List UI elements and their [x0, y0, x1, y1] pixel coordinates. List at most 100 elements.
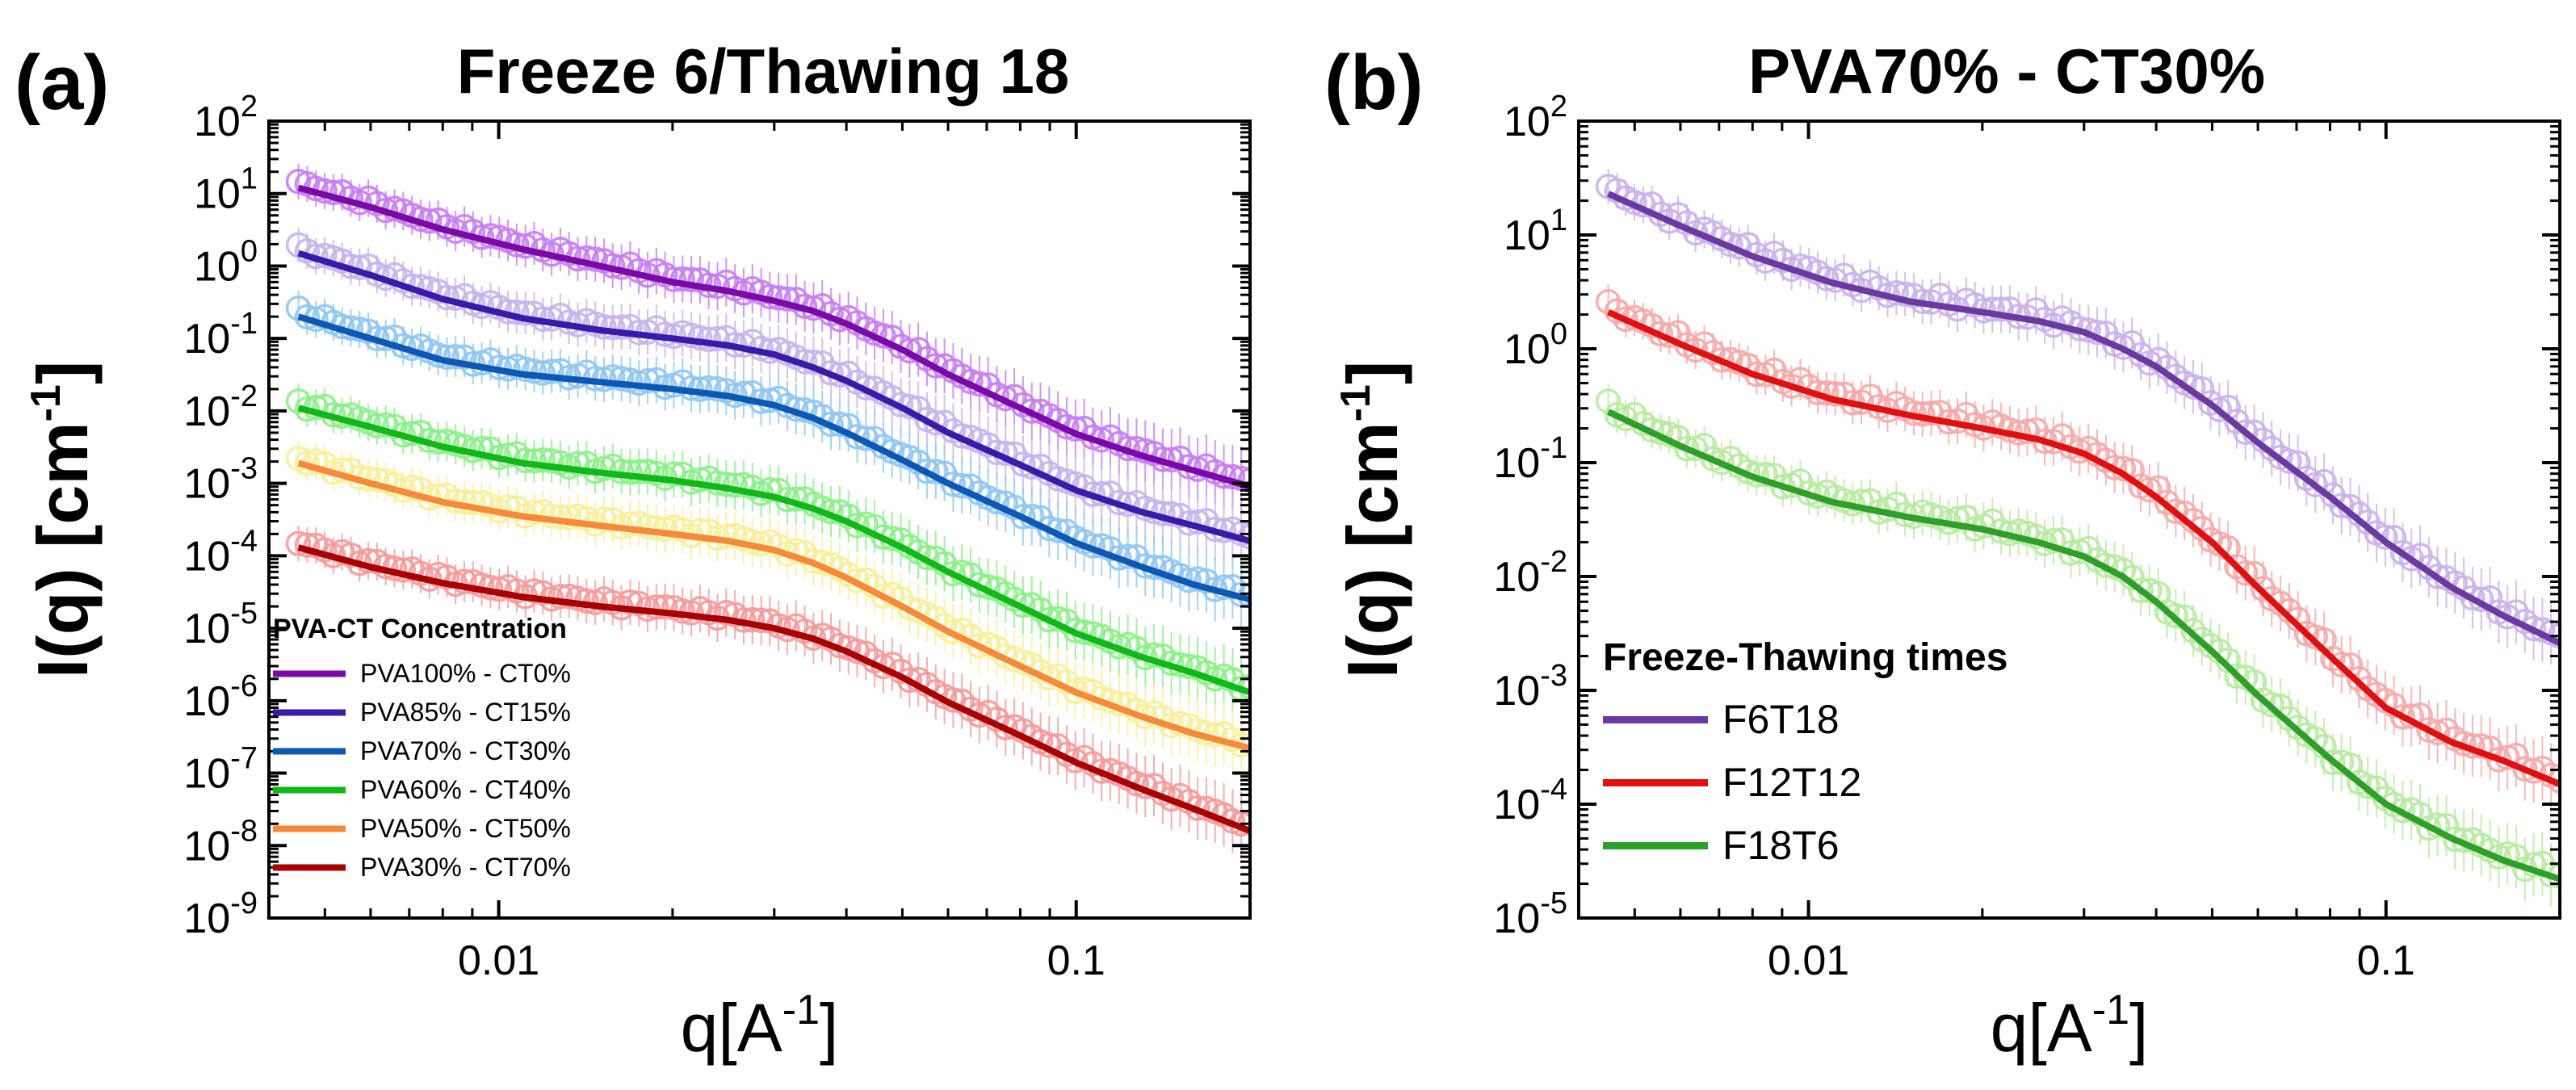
x-tick-label: 0.1	[2357, 937, 2415, 984]
series-6	[285, 526, 1250, 857]
plot-frame	[1577, 119, 2561, 920]
legend-item: F12T12	[1603, 760, 1861, 805]
legend-label: PVA50% - CT50%	[360, 814, 571, 843]
data-point	[2284, 715, 2311, 740]
data-point	[652, 593, 678, 620]
data-point	[844, 513, 871, 539]
data-point	[940, 471, 967, 497]
data-point	[871, 524, 896, 550]
data-point	[669, 461, 696, 488]
data-point	[2163, 602, 2189, 629]
panel-b-label: (b)	[1324, 40, 1424, 126]
data-point	[1674, 436, 1700, 462]
fit-line	[1606, 409, 2560, 882]
data-point	[2424, 564, 2451, 589]
data-point	[285, 388, 312, 414]
x-tick-label: 0.1	[1047, 937, 1105, 984]
y-tick-label: 10-9	[183, 887, 258, 942]
data-point	[713, 523, 740, 549]
data-point	[434, 564, 460, 590]
data-point	[2259, 691, 2284, 718]
legend-item: PVA100% - CT0%	[273, 659, 571, 688]
fit-line	[297, 184, 1250, 490]
data-point	[678, 266, 704, 293]
data-point	[1194, 568, 1219, 594]
y-tick-label: 10-2	[183, 379, 258, 435]
panel-a-title: Freeze 6/Thawing 18	[457, 36, 1070, 107]
data-point	[1036, 607, 1063, 633]
y-tick-label: 100	[1504, 317, 1567, 373]
legend-label: PVA100% - CT0%	[360, 659, 571, 688]
legend-item: F6T18	[1603, 697, 1840, 742]
fit-line	[297, 405, 1250, 696]
series-2	[1595, 283, 2560, 813]
data-point	[294, 396, 321, 422]
panel-b-ylabel: I(q) [cm-1]	[1332, 361, 1412, 678]
legend-title: Freeze-Thawing times	[1603, 636, 2008, 679]
plot-frame	[267, 119, 1252, 920]
panel-a: (a) Freeze 6/Thawing 18 q[A-1] I(q) [cm-…	[15, 36, 1252, 1066]
data-point	[713, 325, 740, 351]
y-tick-label: 10-1	[183, 307, 258, 363]
legend-item: PVA50% - CT50%	[273, 814, 571, 843]
data-point	[617, 511, 644, 537]
series-4	[285, 383, 1250, 721]
y-tick-label: 10-3	[183, 452, 258, 508]
panel-a-label: (a)	[15, 40, 109, 126]
data-point	[635, 459, 661, 484]
y-tick-label: 101	[1504, 203, 1567, 259]
data-point	[338, 542, 364, 568]
legend-title: PVA-CT Concentration	[273, 614, 567, 644]
ticks	[267, 119, 1252, 920]
data-point	[1613, 306, 1638, 333]
legend-item: PVA60% - CT40%	[273, 775, 571, 804]
x-tick-label: 0.01	[1768, 937, 1849, 984]
data-point	[548, 584, 573, 610]
legend-label: PVA85% - CT15%	[360, 698, 571, 727]
data-point	[381, 413, 408, 439]
data-point	[573, 451, 600, 476]
y-tick-label: 100	[194, 234, 258, 290]
fit-line	[297, 249, 1250, 544]
x-tick-label: 0.01	[458, 937, 539, 984]
panel-b-plot: 102 101 100 10-1 10-2 10-3 10-4 10-5 0.01 0.1	[1493, 90, 2561, 984]
fit-line	[297, 544, 1250, 834]
y-tick-label: 10-8	[183, 814, 258, 870]
data-point	[2224, 663, 2250, 689]
data-point	[2442, 826, 2469, 853]
data-point	[548, 358, 573, 384]
data-point	[539, 358, 564, 384]
y-tick-label: 10-3	[1493, 659, 1567, 715]
series-2	[285, 227, 1250, 569]
data-point	[2276, 706, 2302, 732]
legend-label: F12T12	[1722, 760, 1861, 805]
data-point	[312, 451, 338, 476]
y-tick-label: 10-7	[183, 742, 258, 798]
data-point	[1604, 178, 1630, 203]
data-point	[2373, 524, 2398, 550]
data-point	[635, 367, 661, 394]
data-point	[608, 314, 635, 340]
y-tick-label: 101	[194, 162, 258, 218]
data-point	[713, 600, 740, 626]
legend-label: PVA30% - CT70%	[360, 853, 571, 882]
x-axis-label: q[A-1]	[681, 987, 839, 1066]
legend-item: PVA85% - CT15%	[273, 698, 571, 727]
data-point	[2137, 477, 2163, 503]
y-axis-label: I(q) [cm-1]	[1332, 361, 1412, 678]
legend-label: PVA60% - CT40%	[360, 775, 571, 804]
panel-b: (b) PVA70% - CT30% q[A-1] I(q) [cm-1] 10…	[1324, 36, 2561, 1066]
data-point	[2389, 704, 2416, 730]
panel-b-title: PVA70% - CT30%	[1748, 36, 2265, 107]
data-point	[2284, 606, 2311, 632]
legend-item: PVA30% - CT70%	[273, 853, 571, 882]
data-point	[871, 583, 896, 610]
y-tick-label: 10-2	[1493, 545, 1567, 601]
data-point	[582, 246, 608, 272]
data-point	[1010, 504, 1036, 530]
data-point	[600, 507, 626, 533]
data-point	[2180, 618, 2206, 644]
fit-line	[1606, 191, 2560, 647]
data-point	[564, 451, 591, 476]
